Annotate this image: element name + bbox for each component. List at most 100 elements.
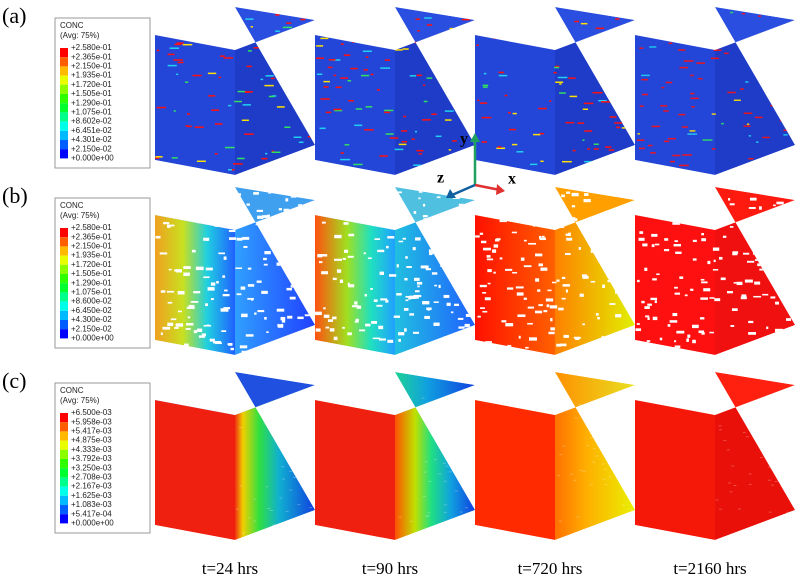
speck — [687, 133, 697, 135]
speck — [620, 49, 628, 51]
pore — [591, 224, 594, 228]
speck — [238, 426, 242, 428]
pore — [473, 193, 475, 196]
pore — [641, 300, 645, 304]
pore — [255, 223, 263, 226]
pore — [159, 252, 168, 255]
pore — [677, 196, 684, 199]
speck — [729, 491, 733, 493]
legend-swatch — [60, 130, 68, 140]
speck — [447, 429, 451, 431]
speck — [788, 68, 792, 70]
legend-swatch — [60, 103, 68, 113]
speck — [737, 508, 741, 510]
speck — [787, 153, 795, 156]
pore — [168, 203, 175, 207]
speck — [331, 59, 341, 61]
legend-tick: +2.150e-02 — [71, 144, 112, 153]
pore — [424, 315, 430, 319]
speck — [726, 449, 730, 451]
speck — [186, 113, 191, 115]
speck — [614, 122, 623, 124]
pore — [297, 316, 304, 320]
pore — [506, 354, 512, 355]
pore — [279, 256, 284, 259]
pore — [625, 275, 628, 279]
speck — [155, 156, 163, 158]
cube-face — [315, 215, 395, 355]
speck — [770, 104, 776, 107]
speck — [526, 29, 532, 32]
pore — [462, 269, 467, 273]
speck — [355, 108, 363, 110]
speck — [554, 65, 560, 68]
pore — [578, 246, 581, 250]
speck — [793, 480, 795, 482]
pore — [347, 332, 352, 336]
speck — [670, 30, 675, 32]
pore — [493, 244, 499, 248]
speck — [477, 163, 487, 166]
pore — [195, 353, 203, 355]
speck — [730, 11, 734, 14]
cube — [475, 187, 635, 355]
pore — [261, 290, 268, 294]
panel-label: (c) — [2, 368, 26, 393]
pore — [713, 259, 716, 263]
pore — [348, 284, 355, 288]
speck — [194, 126, 204, 128]
speck — [389, 137, 399, 139]
pore — [516, 292, 524, 296]
speck — [418, 153, 423, 155]
pore — [280, 235, 285, 239]
speck — [625, 23, 629, 26]
speck — [465, 419, 469, 421]
pore — [187, 316, 191, 319]
speck — [333, 108, 342, 111]
pore — [785, 318, 792, 321]
legend-swatch — [60, 413, 68, 423]
pore — [228, 230, 236, 233]
speck — [424, 461, 428, 463]
pore — [268, 191, 272, 194]
speck — [783, 129, 792, 131]
pore — [594, 340, 600, 345]
speck — [344, 144, 350, 146]
speck — [167, 169, 172, 171]
pore — [223, 256, 227, 260]
pore — [415, 237, 421, 241]
pore — [661, 352, 669, 355]
pore — [465, 241, 471, 244]
speck — [340, 43, 344, 45]
speck — [681, 126, 688, 128]
speck — [759, 457, 763, 459]
speck — [384, 109, 394, 112]
pore — [525, 346, 529, 349]
pore — [369, 354, 373, 355]
pore — [523, 297, 528, 300]
pore — [231, 204, 237, 207]
speck — [562, 160, 572, 163]
pore — [547, 194, 553, 197]
speck — [590, 437, 594, 439]
speck — [758, 15, 761, 17]
pore — [648, 211, 654, 215]
cube-face — [315, 400, 395, 540]
speck — [621, 127, 630, 129]
pore — [247, 297, 254, 300]
speck — [185, 125, 189, 127]
pore — [450, 311, 454, 314]
legend-tick: +1.505e-01 — [71, 269, 112, 278]
speck — [187, 125, 192, 128]
speck — [211, 109, 220, 111]
pore — [228, 237, 237, 240]
pore — [409, 295, 416, 299]
legend-swatch — [60, 140, 68, 150]
pore — [744, 345, 750, 349]
pore — [380, 191, 384, 195]
pore — [575, 336, 580, 340]
pore — [674, 286, 678, 289]
pore — [561, 194, 565, 198]
pore — [339, 279, 344, 283]
speck — [653, 35, 662, 37]
